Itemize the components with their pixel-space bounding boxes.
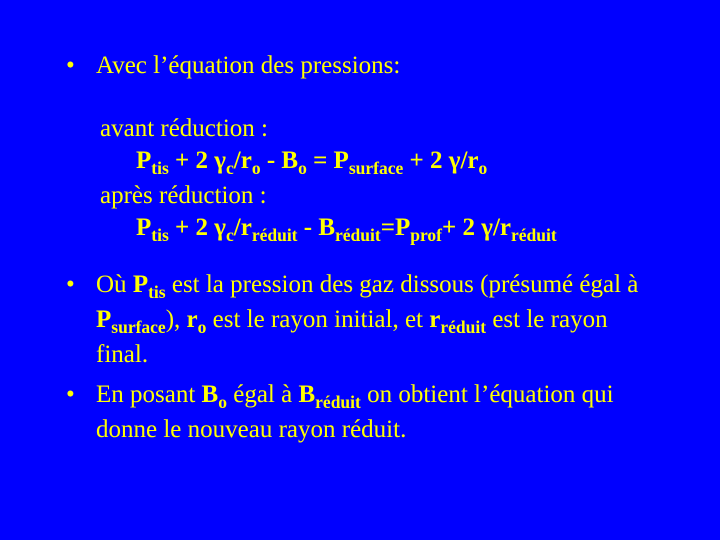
eq-sub: c [226,225,234,245]
eq-text: + 2 γ/r [403,147,478,174]
eq-sub: réduit [335,225,381,245]
eq-text: P [136,147,151,174]
eq-text: + 2 γ [169,214,226,241]
gap-1 [60,91,660,113]
sub: surface [111,317,165,337]
bullet-2-text: Où Ptis est la pression des gaz dissous … [96,269,660,371]
eq-sub: réduit [252,225,298,245]
sub-line-1: avant réduction : [100,113,660,146]
eq-sub: surface [349,158,403,178]
text: Où [96,271,133,298]
eq-text: /r [234,214,252,241]
text: ), [166,306,187,333]
bullet-2: • Où Ptis est la pression des gaz dissou… [60,269,660,371]
sub: o [218,392,227,412]
var: r [429,306,440,333]
var: P [133,271,148,298]
sub-line-2: après réduction : [100,180,660,213]
eq-text: - B [261,147,299,174]
sub: tis [148,282,166,302]
bullet-1: • Avec l’équation des pressions: [60,50,660,83]
bullet-1-text: Avec l’équation des pressions: [96,50,660,83]
equation-1: Ptis + 2 γc/ro - Bo = Psurface + 2 γ/ro [136,145,660,180]
var: P [96,306,111,333]
gap-2 [60,247,660,269]
sub: réduit [315,392,361,412]
sub: réduit [440,317,486,337]
text: est la pression des gaz dissous (présumé… [166,271,639,298]
eq-sub: réduit [511,225,557,245]
var: B [202,381,219,408]
eq-sub: o [252,158,261,178]
bullet-3-text: En posant Bo égal à Bréduit on obtient l… [96,379,660,446]
eq-sub: o [298,158,307,178]
eq-text: = P [307,147,349,174]
eq-text: P [136,214,151,241]
eq-text: =P [381,214,411,241]
eq-text: /r [234,147,252,174]
eq-text: - B [298,214,336,241]
eq-sub: tis [151,158,169,178]
eq-sub: o [479,158,488,178]
bullet-3: • En posant Bo égal à Bréduit on obtient… [60,379,660,446]
bullet-dot: • [60,379,96,446]
bullet-dot: • [60,50,96,83]
text: En posant [96,381,202,408]
text: est le rayon initial, et [206,306,429,333]
equation-2: Ptis + 2 γc/rréduit - Bréduit=Pprof+ 2 γ… [136,212,660,247]
eq-sub: c [226,158,234,178]
eq-sub: prof [410,225,442,245]
text: égal à [227,381,298,408]
slide-body: • Avec l’équation des pressions: avant r… [0,0,720,494]
var: B [298,381,315,408]
var: r [187,306,198,333]
eq-text: + 2 γ [169,147,226,174]
eq-sub: tis [151,225,169,245]
bullet-dot: • [60,269,96,371]
eq-text: + 2 γ/r [442,214,511,241]
